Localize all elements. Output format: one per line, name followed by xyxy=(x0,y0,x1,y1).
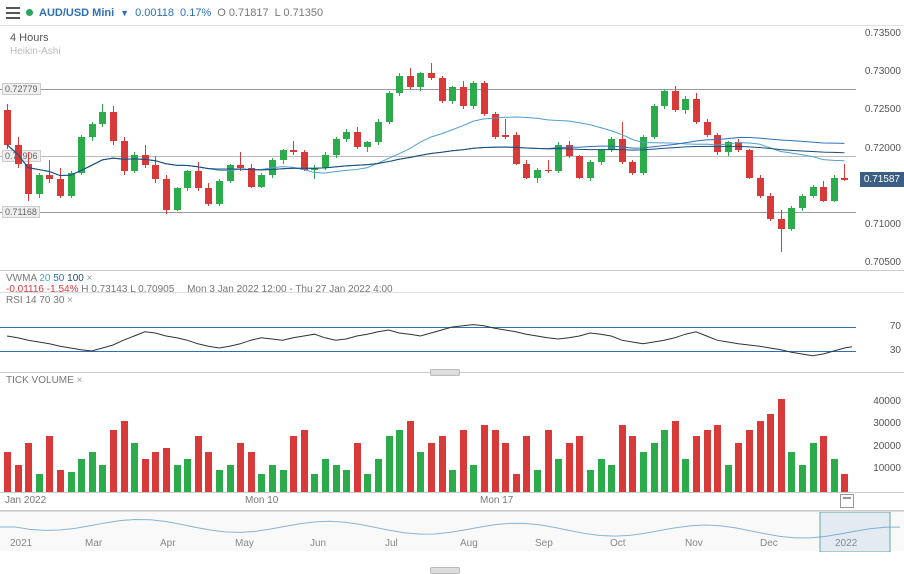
rsi-tick: 70 xyxy=(890,321,901,332)
y-tick: 0.73000 xyxy=(865,66,901,77)
y-tick: 0.72500 xyxy=(865,104,901,115)
vwma-label: VWMA xyxy=(6,273,37,284)
rsi-p2: 70 xyxy=(39,295,50,306)
vol-tick: 20000 xyxy=(873,441,901,452)
vol-tick: 10000 xyxy=(873,463,901,474)
y-tick: 0.72000 xyxy=(865,143,901,154)
vwma-p2: 50 xyxy=(53,273,64,284)
close-icon[interactable]: × xyxy=(67,295,73,306)
close-icon[interactable]: × xyxy=(77,375,83,386)
volume-label: TICK VOLUME xyxy=(6,375,74,386)
symbol-name[interactable]: AUD/USD Mini xyxy=(39,7,114,19)
change-pct: 0.17% xyxy=(180,7,211,19)
calendar-icon[interactable] xyxy=(840,494,854,508)
low-value: L 0.71350 xyxy=(275,7,324,19)
close-icon[interactable]: × xyxy=(87,273,93,284)
y-tick: 0.73500 xyxy=(865,28,901,39)
y-tick: 0.71000 xyxy=(865,219,901,230)
overview-timeline[interactable]: 2021MarAprMayJunJulAugSepOctNovDec2022 xyxy=(0,511,904,551)
time-label: Mon 17 xyxy=(480,495,513,506)
y-tick: 0.70500 xyxy=(865,257,901,268)
time-label: Jan 2022 xyxy=(5,495,46,506)
vol-tick: 30000 xyxy=(873,418,901,429)
vwma-p3: 100 xyxy=(67,273,84,284)
rsi-label: RSI xyxy=(6,295,23,306)
volume-panel[interactable]: TICK VOLUME × 40000 30000 20000 10000 xyxy=(0,373,904,493)
vwma-p1: 20 xyxy=(39,273,50,284)
dropdown-icon[interactable]: ▼ xyxy=(120,8,129,18)
open-value: O 0.71817 xyxy=(217,7,268,19)
resize-handle[interactable] xyxy=(430,369,460,376)
rsi-panel[interactable]: RSI 14 70 30 × 7030 xyxy=(0,293,904,373)
horizontal-line[interactable] xyxy=(0,212,856,213)
time-axis: Jan 2022 Mon 10 Mon 17 xyxy=(0,493,904,511)
vol-tick: 40000 xyxy=(873,396,901,407)
hline-label: 0.71168 xyxy=(2,206,40,218)
rsi-tick: 30 xyxy=(890,345,901,356)
price-chart[interactable]: 4 Hours Heikin-Ashi 0.73500 0.73000 0.7250… xyxy=(0,26,904,271)
chart-header: AUD/USD Mini ▼ 0.00118 0.17% O 0.71817 L… xyxy=(0,0,904,26)
vwma-indicator-row: VWMA 20 50 100 × -0.01116 -1.54% H 0.731… xyxy=(0,271,904,293)
hline-label: 0.72779 xyxy=(2,83,41,95)
change-value: 0.00118 xyxy=(135,7,174,19)
menu-icon[interactable] xyxy=(6,7,20,19)
rsi-p3: 30 xyxy=(53,295,64,306)
timeframe-label: 4 Hours xyxy=(10,32,49,44)
rsi-p1: 14 xyxy=(25,295,36,306)
horizontal-line[interactable] xyxy=(0,89,856,90)
current-price-badge: 0.71587 xyxy=(860,172,904,187)
status-dot xyxy=(26,9,33,16)
chart-type-label: Heikin-Ashi xyxy=(10,46,61,57)
resize-handle[interactable] xyxy=(430,567,460,574)
time-label: Mon 10 xyxy=(245,495,278,506)
